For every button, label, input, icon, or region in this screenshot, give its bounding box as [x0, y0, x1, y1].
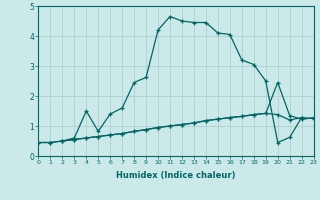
X-axis label: Humidex (Indice chaleur): Humidex (Indice chaleur) — [116, 171, 236, 180]
